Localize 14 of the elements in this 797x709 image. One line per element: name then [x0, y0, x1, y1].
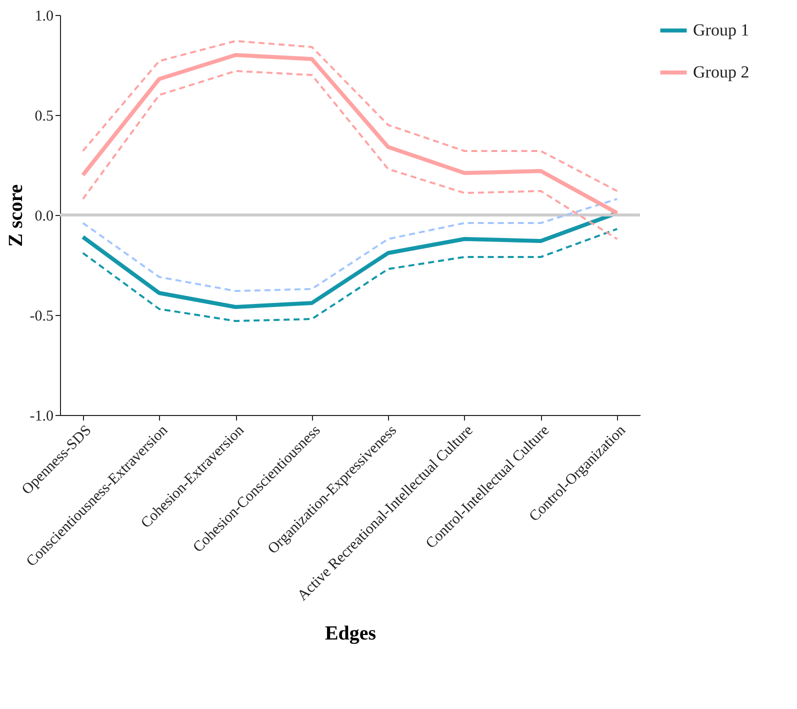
line-series [82, 40, 618, 192]
line-series [82, 70, 618, 240]
line-series [82, 198, 618, 292]
y-tick-label: 1.0 [34, 8, 54, 24]
legend-label: Group 1 [693, 20, 750, 40]
y-tick-label: -0.5 [30, 308, 54, 324]
x-axis-title: Edges [324, 622, 376, 644]
legend-label: Group 2 [693, 62, 750, 82]
y-tick-label: 0.0 [34, 208, 54, 224]
y-tick-label: 0.5 [34, 108, 54, 124]
y-tick-label: -1.0 [30, 408, 54, 424]
y-axis-title: Z score [4, 184, 27, 247]
line-series [80, 53, 620, 215]
line-series [82, 228, 618, 322]
